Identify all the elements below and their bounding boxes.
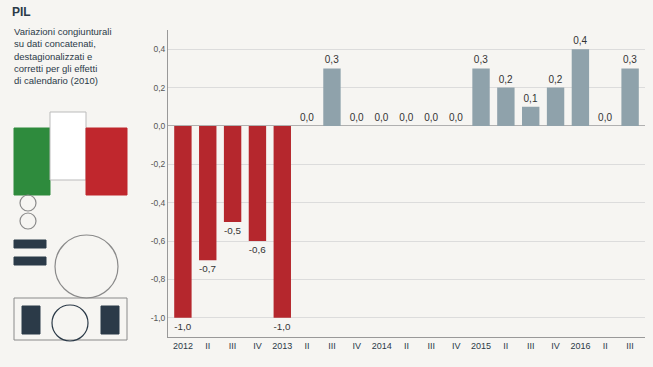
svg-text:0,3: 0,3 [325,54,339,65]
svg-text:-1,0: -1,0 [151,313,166,323]
svg-text:III: III [527,341,535,351]
svg-text:II: II [503,341,508,351]
svg-text:0,0: 0,0 [449,112,463,123]
svg-text:III: III [229,341,237,351]
svg-text:II: II [205,341,210,351]
svg-text:-0,6: -0,6 [151,236,166,246]
svg-text:-0,5: -0,5 [224,225,241,236]
svg-text:-0,6: -0,6 [249,244,266,255]
svg-text:0,2: 0,2 [499,74,513,85]
svg-text:2016: 2016 [570,341,590,351]
svg-text:-1,0: -1,0 [274,321,291,332]
svg-text:-0,4: -0,4 [151,198,166,208]
svg-text:0,0: 0,0 [424,112,438,123]
svg-text:II: II [603,341,608,351]
svg-text:0,3: 0,3 [474,54,488,65]
svg-text:Variazioni congiunturalisu dat: Variazioni congiunturalisu dati concaten… [14,26,112,86]
svg-text:0,2: 0,2 [153,83,165,93]
svg-text:0,0: 0,0 [300,112,314,123]
svg-text:2014: 2014 [372,341,392,351]
svg-text:IV: IV [253,341,262,351]
svg-text:II: II [305,341,310,351]
svg-text:III: III [328,341,336,351]
svg-text:PIL: PIL [12,5,31,19]
svg-text:IV: IV [353,341,362,351]
svg-text:II: II [404,341,409,351]
svg-text:III: III [428,341,436,351]
svg-text:0,4: 0,4 [573,35,587,46]
svg-text:0,0: 0,0 [350,112,364,123]
svg-text:IV: IV [452,341,461,351]
svg-text:0,4: 0,4 [153,44,165,54]
svg-text:III: III [626,341,634,351]
svg-text:-0,7: -0,7 [199,263,216,274]
svg-text:2012: 2012 [173,341,193,351]
svg-text:0,0: 0,0 [374,112,388,123]
svg-text:2015: 2015 [471,341,491,351]
svg-text:0,0: 0,0 [153,121,165,131]
svg-text:0,0: 0,0 [399,112,413,123]
svg-text:0,3: 0,3 [623,54,637,65]
svg-text:0,2: 0,2 [548,74,562,85]
svg-text:-0,2: -0,2 [151,159,166,169]
svg-text:IV: IV [551,341,560,351]
svg-text:0,0: 0,0 [598,112,612,123]
svg-text:0,1: 0,1 [524,93,538,104]
svg-text:-0,8: -0,8 [151,274,166,284]
svg-text:-1,0: -1,0 [174,321,191,332]
svg-text:2013: 2013 [272,341,292,351]
